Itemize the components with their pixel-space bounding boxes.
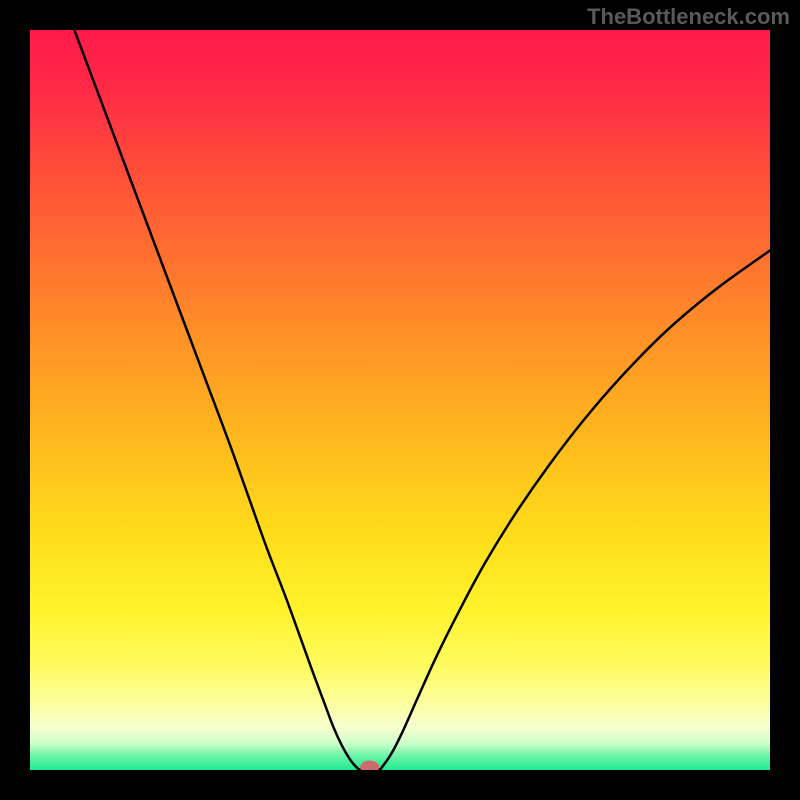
plot-area: [30, 30, 770, 770]
chart-container: TheBottleneck.com: [0, 0, 800, 800]
minimum-marker: [361, 761, 379, 770]
curve-overlay: [30, 30, 770, 770]
watermark-text: TheBottleneck.com: [587, 4, 790, 30]
bottleneck-curve: [74, 30, 770, 770]
